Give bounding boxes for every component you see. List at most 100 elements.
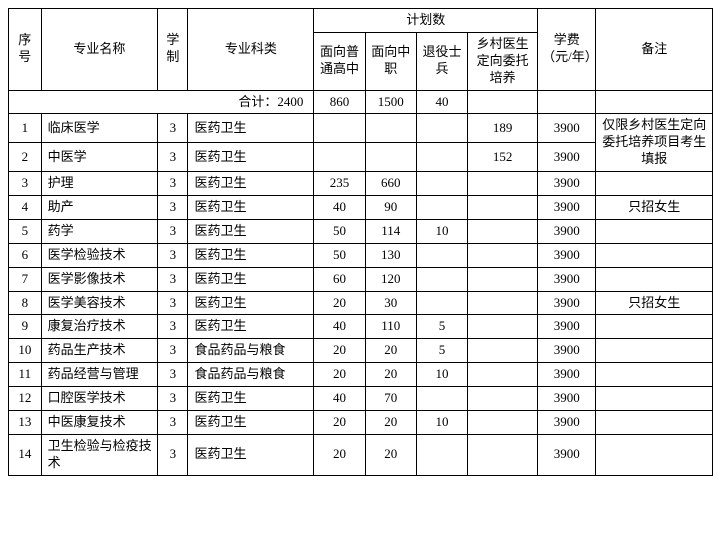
cell-index: 4 [9,196,42,220]
cell-major-name: 护理 [41,172,158,196]
cell-note [596,434,713,475]
cell-index: 14 [9,434,42,475]
cell-plan-highschool: 235 [314,172,365,196]
cell-plan-highschool: 40 [314,315,365,339]
cell-category: 医药卫生 [188,114,314,143]
cell-plan-vocational: 90 [365,196,416,220]
cell-category: 医药卫生 [188,291,314,315]
cell-plan-highschool [314,114,365,143]
cell-plan-highschool: 20 [314,434,365,475]
header-plan-highschool: 面向普通高中 [314,32,365,90]
cell-plan-veteran [416,172,467,196]
table-row: 1临床医学3医药卫生1893900仅限乡村医生定向委托培养项目考生填报 [9,114,713,143]
table-row: 14卫生检验与检疫技术3医药卫生20203900 [9,434,713,475]
table-row: 3护理3医药卫生2356603900 [9,172,713,196]
cell-plan-rural-doctor [468,339,538,363]
summary-p1: 860 [314,90,365,114]
header-major-name: 专业名称 [41,9,158,91]
cell-major-name: 康复治疗技术 [41,315,158,339]
cell-plan-veteran [416,196,467,220]
cell-plan-veteran: 10 [416,219,467,243]
cell-plan-highschool: 50 [314,243,365,267]
cell-fee: 3900 [538,172,596,196]
header-plan-veteran: 退役士兵 [416,32,467,90]
table-header: 序号 专业名称 学制 专业科类 计划数 学费（元/年） 备注 面向普通高中 面向… [9,9,713,91]
table-row: 7医学影像技术3医药卫生601203900 [9,267,713,291]
cell-index: 8 [9,291,42,315]
cell-major-name: 医学检验技术 [41,243,158,267]
cell-plan-veteran: 10 [416,411,467,435]
cell-major-name: 临床医学 [41,114,158,143]
table-row: 6医学检验技术3医药卫生501303900 [9,243,713,267]
table-row: 12口腔医学技术3医药卫生40703900 [9,387,713,411]
cell-duration: 3 [158,363,188,387]
cell-plan-rural-doctor: 152 [468,143,538,172]
cell-index: 7 [9,267,42,291]
table-row: 4助产3医药卫生40903900只招女生 [9,196,713,220]
header-note: 备注 [596,9,713,91]
cell-plan-highschool: 40 [314,387,365,411]
cell-note [596,339,713,363]
summary-fee [538,90,596,114]
cell-plan-highschool: 60 [314,267,365,291]
cell-index: 1 [9,114,42,143]
cell-plan-rural-doctor [468,196,538,220]
cell-plan-vocational [365,143,416,172]
cell-plan-vocational: 20 [365,339,416,363]
header-plan-rural-doctor: 乡村医生定向委托培养 [468,32,538,90]
cell-duration: 3 [158,114,188,143]
cell-duration: 3 [158,387,188,411]
cell-major-name: 中医康复技术 [41,411,158,435]
cell-plan-highschool: 50 [314,219,365,243]
cell-plan-veteran: 10 [416,363,467,387]
cell-plan-vocational: 20 [365,434,416,475]
cell-fee: 3900 [538,315,596,339]
summary-p4 [468,90,538,114]
cell-plan-vocational: 20 [365,363,416,387]
cell-index: 6 [9,243,42,267]
cell-plan-rural-doctor [468,315,538,339]
cell-plan-highschool [314,143,365,172]
cell-plan-rural-doctor: 189 [468,114,538,143]
cell-category: 医药卫生 [188,243,314,267]
cell-plan-rural-doctor [468,434,538,475]
cell-duration: 3 [158,219,188,243]
cell-note [596,219,713,243]
cell-plan-veteran [416,387,467,411]
cell-fee: 3900 [538,411,596,435]
cell-index: 13 [9,411,42,435]
cell-major-name: 助产 [41,196,158,220]
cell-category: 医药卫生 [188,219,314,243]
cell-major-name: 药学 [41,219,158,243]
cell-index: 2 [9,143,42,172]
cell-fee: 3900 [538,114,596,143]
cell-plan-highschool: 20 [314,411,365,435]
cell-major-name: 药品生产技术 [41,339,158,363]
header-duration: 学制 [158,9,188,91]
cell-fee: 3900 [538,196,596,220]
header-category: 专业科类 [188,9,314,91]
cell-index: 5 [9,219,42,243]
cell-note [596,243,713,267]
cell-fee: 3900 [538,291,596,315]
cell-major-name: 卫生检验与检疫技术 [41,434,158,475]
cell-plan-veteran [416,143,467,172]
cell-category: 医药卫生 [188,387,314,411]
cell-major-name: 药品经营与管理 [41,363,158,387]
enrollment-plan-table: 序号 专业名称 学制 专业科类 计划数 学费（元/年） 备注 面向普通高中 面向… [8,8,713,476]
cell-fee: 3900 [538,363,596,387]
summary-note [596,90,713,114]
cell-note [596,172,713,196]
cell-note [596,363,713,387]
cell-duration: 3 [158,291,188,315]
table-row: 8医学美容技术3医药卫生20303900只招女生 [9,291,713,315]
cell-fee: 3900 [538,339,596,363]
header-index: 序号 [9,9,42,91]
cell-note [596,315,713,339]
table-row: 9康复治疗技术3医药卫生4011053900 [9,315,713,339]
cell-plan-vocational: 70 [365,387,416,411]
cell-category: 医药卫生 [188,196,314,220]
cell-duration: 3 [158,267,188,291]
cell-note [596,267,713,291]
cell-plan-vocational: 110 [365,315,416,339]
